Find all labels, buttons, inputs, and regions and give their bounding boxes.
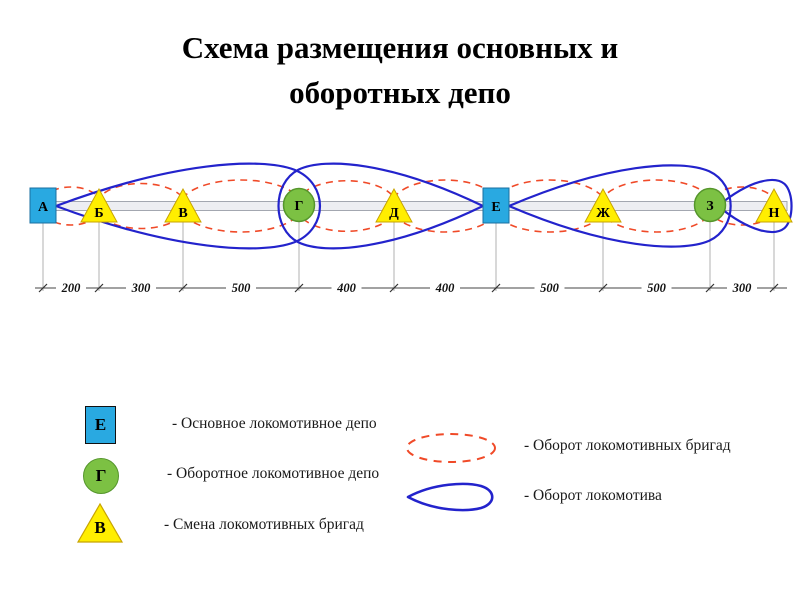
- distance-label-bg: [641, 281, 672, 294]
- scale-tick-Н: [769, 283, 779, 293]
- distance-label: 400: [336, 281, 357, 295]
- legend-brigade-loop-label: - Оборот локомотивных бригад: [524, 437, 731, 454]
- scale-tick-В: [178, 283, 188, 293]
- scale-tick-А: [38, 283, 48, 293]
- distance-label-bg: [56, 281, 86, 294]
- distance-label-bg: [331, 281, 362, 294]
- legend-crew-change-letter: В: [94, 518, 106, 537]
- legend-main-depot-symbol: Е: [85, 406, 116, 444]
- station-label-Б: Б: [94, 206, 103, 221]
- legend-crew-change-label: - Смена локомотивных бригад: [164, 516, 364, 533]
- station-triangle-Ж: [584, 187, 622, 223]
- dashed-ellipse-icon: [406, 433, 496, 463]
- slide-title: Схема размещения основных и оборотных де…: [0, 26, 800, 116]
- station-label-Г: Г: [295, 199, 304, 214]
- slide-title-line1: Схема размещения основных и: [181, 30, 619, 65]
- distance-label-bg: [126, 281, 156, 294]
- depot-scheme-diagram: 200 300 500 400 400 500 500 300 А Б В Г Д Е Ж З Н: [29, 162, 793, 295]
- scale-tick-Б: [94, 283, 104, 293]
- station-circle-З: [693, 187, 727, 223]
- station-triangle-Б: [80, 187, 118, 223]
- distance-label: 500: [232, 281, 252, 295]
- distance-label: 300: [131, 281, 152, 295]
- station-label-Н: Н: [769, 206, 780, 221]
- station-triangle-Н: [755, 187, 793, 223]
- distance-label-bg: [727, 281, 757, 294]
- loco-loop-З-Н: [716, 178, 793, 234]
- scale-tick-З: [705, 283, 715, 293]
- distance-label-bg: [226, 281, 256, 294]
- legend-turn-depot-label: - Оборотное локомотивное депо: [167, 465, 380, 482]
- legend-main-depot-letter: Е: [94, 415, 107, 434]
- legend-turn-depot-letter: Г: [95, 466, 107, 485]
- slide-title-line2: оборотных депо: [289, 74, 511, 110]
- track-line: [54, 201, 788, 211]
- station-label-Е: Е: [491, 200, 500, 215]
- distance-label-bg: [430, 281, 460, 294]
- distance-label: 500: [540, 281, 560, 295]
- legend-loco-loop-label: - Оборот локомотива: [524, 487, 662, 504]
- teardrop-icon: [406, 482, 494, 512]
- loco-loop-Е-Г: [277, 162, 485, 250]
- loco-loop-А-Г: [54, 162, 321, 250]
- station-label-Ж: Ж: [596, 206, 610, 221]
- legend-main-depot-label: - Основное локомотивное депо: [172, 415, 377, 432]
- scale-tick-Е: [491, 283, 501, 293]
- distance-label: 400: [435, 281, 456, 295]
- station-label-Д: Д: [389, 206, 399, 221]
- legend-brigade-loop-symbol: [402, 430, 500, 466]
- station-label-В: В: [178, 206, 187, 221]
- station-square-А: [29, 187, 57, 224]
- triangle-icon: [76, 502, 124, 543]
- station-label-А: А: [38, 200, 49, 215]
- station-square-Е: [482, 187, 510, 224]
- station-triangle-Д: [375, 187, 413, 223]
- station-triangle-В: [164, 187, 202, 223]
- legend-crew-change-symbol: В: [76, 502, 124, 544]
- legend-turn-depot-symbol: Г: [83, 458, 119, 494]
- distance-label-bg: [534, 281, 565, 294]
- scale-tick-Д: [389, 283, 399, 293]
- distance-label: 500: [647, 281, 667, 295]
- distance-label: 200: [61, 281, 82, 295]
- loco-loop-Е-З: [507, 164, 732, 248]
- distance-label: 300: [732, 281, 753, 295]
- station-label-З: З: [706, 199, 713, 214]
- scale-tick-Г: [294, 283, 304, 293]
- scale-tick-Ж: [598, 283, 608, 293]
- station-circle-Г: [282, 187, 316, 223]
- legend-loco-loop-symbol: [404, 481, 498, 513]
